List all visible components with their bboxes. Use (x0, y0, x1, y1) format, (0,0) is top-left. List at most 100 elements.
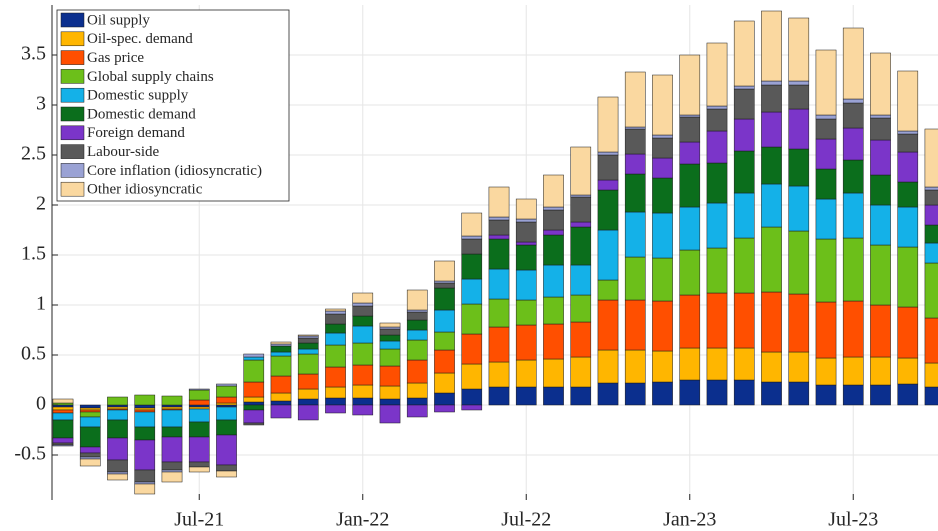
bar-segment (570, 294, 592, 323)
bar-segment (761, 183, 782, 228)
bar-segment (706, 292, 728, 349)
bar-segment (679, 116, 701, 143)
bar-segment (188, 406, 210, 410)
bar-segment (325, 308, 346, 312)
bar-segment (679, 206, 701, 251)
bar-segment (897, 151, 919, 183)
bar-segment (461, 303, 483, 335)
bars (52, 10, 938, 495)
bar-segment (188, 436, 210, 463)
bar-segment (325, 310, 346, 315)
bar-segment (815, 114, 837, 120)
bar-segment (515, 269, 537, 301)
bar-segment (406, 319, 428, 331)
bar-segment (161, 409, 183, 428)
bar-segment (161, 426, 183, 438)
bar-segment (543, 209, 564, 231)
bar-segment (761, 10, 782, 82)
y-tick-label: 3.5 (21, 43, 46, 65)
bar-segment (188, 404, 210, 408)
bar-segment (788, 381, 810, 406)
bar-segment (788, 293, 810, 353)
bar-segment (924, 189, 938, 206)
bar-segment (79, 458, 101, 467)
bar-segment (461, 363, 483, 390)
bar-segment (52, 419, 74, 439)
bar-segment (297, 334, 319, 337)
legend-swatch (60, 69, 85, 84)
legend: Oil supply Oil-spec. demand Gas price Globa… (56, 9, 290, 202)
bar-segment (461, 333, 483, 365)
bar-segment (134, 407, 156, 411)
bar-segment (624, 128, 646, 155)
y-tick-label: 2 (36, 193, 46, 215)
bar-segment (897, 133, 919, 153)
bar-segment (379, 348, 401, 367)
bar-segment (216, 396, 237, 404)
bar-segment (406, 339, 428, 361)
bar-segment (788, 351, 810, 383)
bar-segment (733, 347, 755, 381)
bar-segment (216, 419, 237, 436)
bar-segment (543, 296, 564, 325)
bar-segment (79, 446, 101, 454)
bar-segment (570, 226, 592, 266)
bar-segment (870, 114, 891, 119)
bar-segment (461, 278, 483, 305)
bar-segment (761, 381, 782, 406)
bar-segment (107, 396, 128, 406)
bar-segment (379, 385, 401, 400)
bar-segment (924, 128, 938, 188)
bar-segment (406, 382, 428, 399)
bar-segment (624, 299, 646, 351)
x-tick-label: Jan-22 (336, 509, 389, 531)
bar-segment (188, 388, 210, 391)
bar-segment (761, 146, 782, 185)
bar-segment (297, 342, 319, 350)
bar-segment (624, 349, 646, 384)
bar-segment (624, 211, 646, 258)
bar-segment (842, 356, 864, 386)
bar-segment (107, 406, 128, 410)
bar-segment (406, 311, 428, 321)
bar-segment (325, 397, 346, 406)
bar-segment (79, 416, 101, 428)
bar-segment (652, 212, 673, 259)
bar-segment (52, 409, 74, 414)
bar-segment (652, 381, 673, 406)
bar-segment (924, 224, 938, 244)
bar-segment (543, 229, 564, 236)
y-tick-label: 0 (36, 393, 46, 415)
bar-segment (761, 351, 782, 383)
bar-segment (434, 404, 455, 413)
bar-segment (270, 351, 292, 357)
bar-segment (597, 279, 619, 301)
bar-segment (379, 322, 401, 328)
bar-segment (733, 85, 755, 90)
bar-segment (161, 436, 183, 463)
bar-segment (733, 20, 755, 87)
bar-segment (515, 221, 537, 243)
bar-segment (870, 384, 891, 406)
bar-segment (597, 179, 619, 191)
y-tick-label: 0.5 (21, 343, 46, 365)
bar-segment (107, 404, 128, 408)
bar-segment (815, 118, 837, 140)
bar-segment (434, 287, 455, 311)
y-tick-label: 1.5 (21, 243, 46, 265)
bar-segment (243, 404, 265, 411)
bar-segment (406, 359, 428, 384)
x-tick-label: Jan-23 (663, 509, 716, 531)
bar-segment (924, 386, 938, 406)
bar-segment (461, 404, 483, 411)
bar-segment (352, 315, 374, 327)
bar-segment (79, 456, 101, 460)
legend-label: Domestic demand (87, 106, 196, 122)
bar-segment (79, 452, 101, 458)
bar-segment (134, 394, 156, 406)
bar-segment (706, 247, 728, 294)
bar-segment (924, 262, 938, 319)
y-tick-label: 1 (36, 293, 46, 315)
bar-segment (897, 306, 919, 359)
bar-segment (188, 421, 210, 438)
